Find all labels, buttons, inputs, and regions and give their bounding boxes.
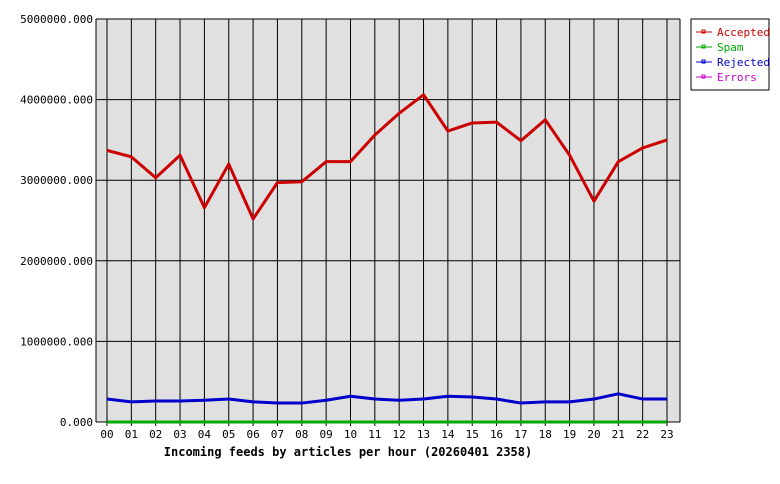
series-line-accepted: [106, 93, 668, 221]
y-tick-label: 3000000.000: [20, 174, 93, 187]
x-tick-label: 13: [417, 428, 430, 441]
x-tick-label: 07: [271, 428, 284, 441]
x-tick-label: 17: [514, 428, 527, 441]
x-tick-label: 22: [636, 428, 649, 441]
x-tick-label: 06: [246, 428, 259, 441]
x-tick-label: 01: [125, 428, 138, 441]
series-line-rejected: [106, 392, 667, 405]
legend-marker: [701, 44, 706, 49]
legend-label: Errors: [717, 71, 757, 84]
x-tick-label: 23: [660, 428, 673, 441]
x-tick-label: 09: [320, 428, 333, 441]
x-axis-label: Incoming feeds by articles per hour (202…: [164, 445, 532, 459]
x-tick-label: 11: [368, 428, 381, 441]
x-tick-label: 14: [441, 428, 455, 441]
x-tick-label: 04: [198, 428, 212, 441]
x-tick-label: 00: [100, 428, 113, 441]
legend-marker: [701, 59, 706, 64]
x-tick-label: 19: [563, 428, 576, 441]
y-tick-label: 1000000.000: [20, 335, 93, 348]
legend-marker: [701, 29, 706, 34]
y-tick-label: 5000000.000: [20, 13, 93, 26]
x-tick-label: 21: [612, 428, 625, 441]
x-tick-label: 08: [295, 428, 308, 441]
legend-marker: [701, 74, 706, 79]
x-tick-label: 20: [587, 428, 600, 441]
x-tick-label: 12: [393, 428, 406, 441]
x-tick-label: 05: [222, 428, 235, 441]
legend-label: Spam: [717, 41, 744, 54]
x-tick-label: 15: [466, 428, 479, 441]
x-tick-label: 18: [539, 428, 552, 441]
plot-area: [96, 19, 680, 422]
y-tick-label: 0.000: [60, 416, 93, 429]
legend: Accepted Spam Rejected Errors: [690, 18, 770, 91]
legend-label: Accepted: [717, 26, 770, 39]
legend-label: Rejected: [717, 56, 770, 69]
y-tick-label: 4000000.000: [20, 94, 93, 107]
x-tick-label: 10: [344, 428, 357, 441]
x-tick-label: 16: [490, 428, 503, 441]
y-tick-label: 2000000.000: [20, 255, 93, 268]
x-tick-label: 02: [149, 428, 162, 441]
x-tick-label: 03: [173, 428, 186, 441]
